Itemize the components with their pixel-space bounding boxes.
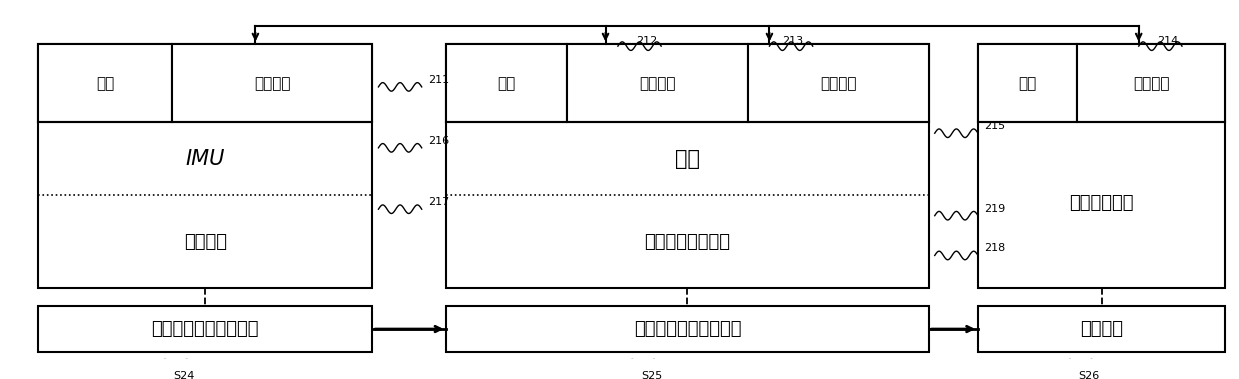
Text: 217: 217: [427, 197, 449, 207]
Bar: [446, 44, 928, 288]
Text: 214: 214: [1157, 36, 1178, 46]
Text: 电源: 电源: [498, 76, 515, 91]
Bar: [172, 44, 372, 122]
Bar: [978, 44, 1225, 288]
Text: 数据执行: 数据执行: [1080, 320, 1123, 338]
Text: 网络接口: 网络接口: [1132, 76, 1170, 91]
Text: 相机: 相机: [675, 149, 700, 169]
Text: 光学信标: 光学信标: [183, 233, 227, 251]
Text: S24: S24: [173, 371, 195, 379]
Text: 数据融合计算单元: 数据融合计算单元: [644, 233, 731, 251]
Text: 213: 213: [782, 36, 803, 46]
Text: IMU: IMU: [186, 149, 225, 169]
Text: 218: 218: [984, 243, 1005, 253]
Text: 电源: 电源: [1018, 76, 1037, 91]
Text: 网络接口: 网络接口: [820, 76, 856, 91]
Text: 215: 215: [984, 121, 1005, 131]
Text: S25: S25: [641, 371, 663, 379]
Text: 216: 216: [427, 136, 449, 146]
Text: 电源: 电源: [97, 76, 114, 91]
Bar: [38, 306, 372, 352]
Bar: [38, 44, 372, 288]
Text: 数据融合、传输和交换: 数据融合、传输和交换: [633, 320, 741, 338]
Bar: [978, 306, 1225, 352]
Text: S26: S26: [1079, 371, 1100, 379]
Text: 网络接口: 网络接口: [639, 76, 675, 91]
Bar: [567, 44, 748, 122]
Bar: [978, 44, 1077, 122]
Text: 219: 219: [984, 204, 1005, 213]
Text: 数据采集、处理和计算: 数据采集、处理和计算: [151, 320, 259, 338]
Bar: [446, 306, 928, 352]
Text: 网络接口: 网络接口: [254, 76, 290, 91]
Bar: [446, 44, 567, 122]
Text: 212: 212: [637, 36, 658, 46]
Text: 机器人控制柜: 机器人控制柜: [1069, 194, 1134, 211]
Bar: [38, 44, 172, 122]
Bar: [748, 44, 928, 122]
Bar: [1077, 44, 1225, 122]
Text: 211: 211: [427, 75, 449, 85]
